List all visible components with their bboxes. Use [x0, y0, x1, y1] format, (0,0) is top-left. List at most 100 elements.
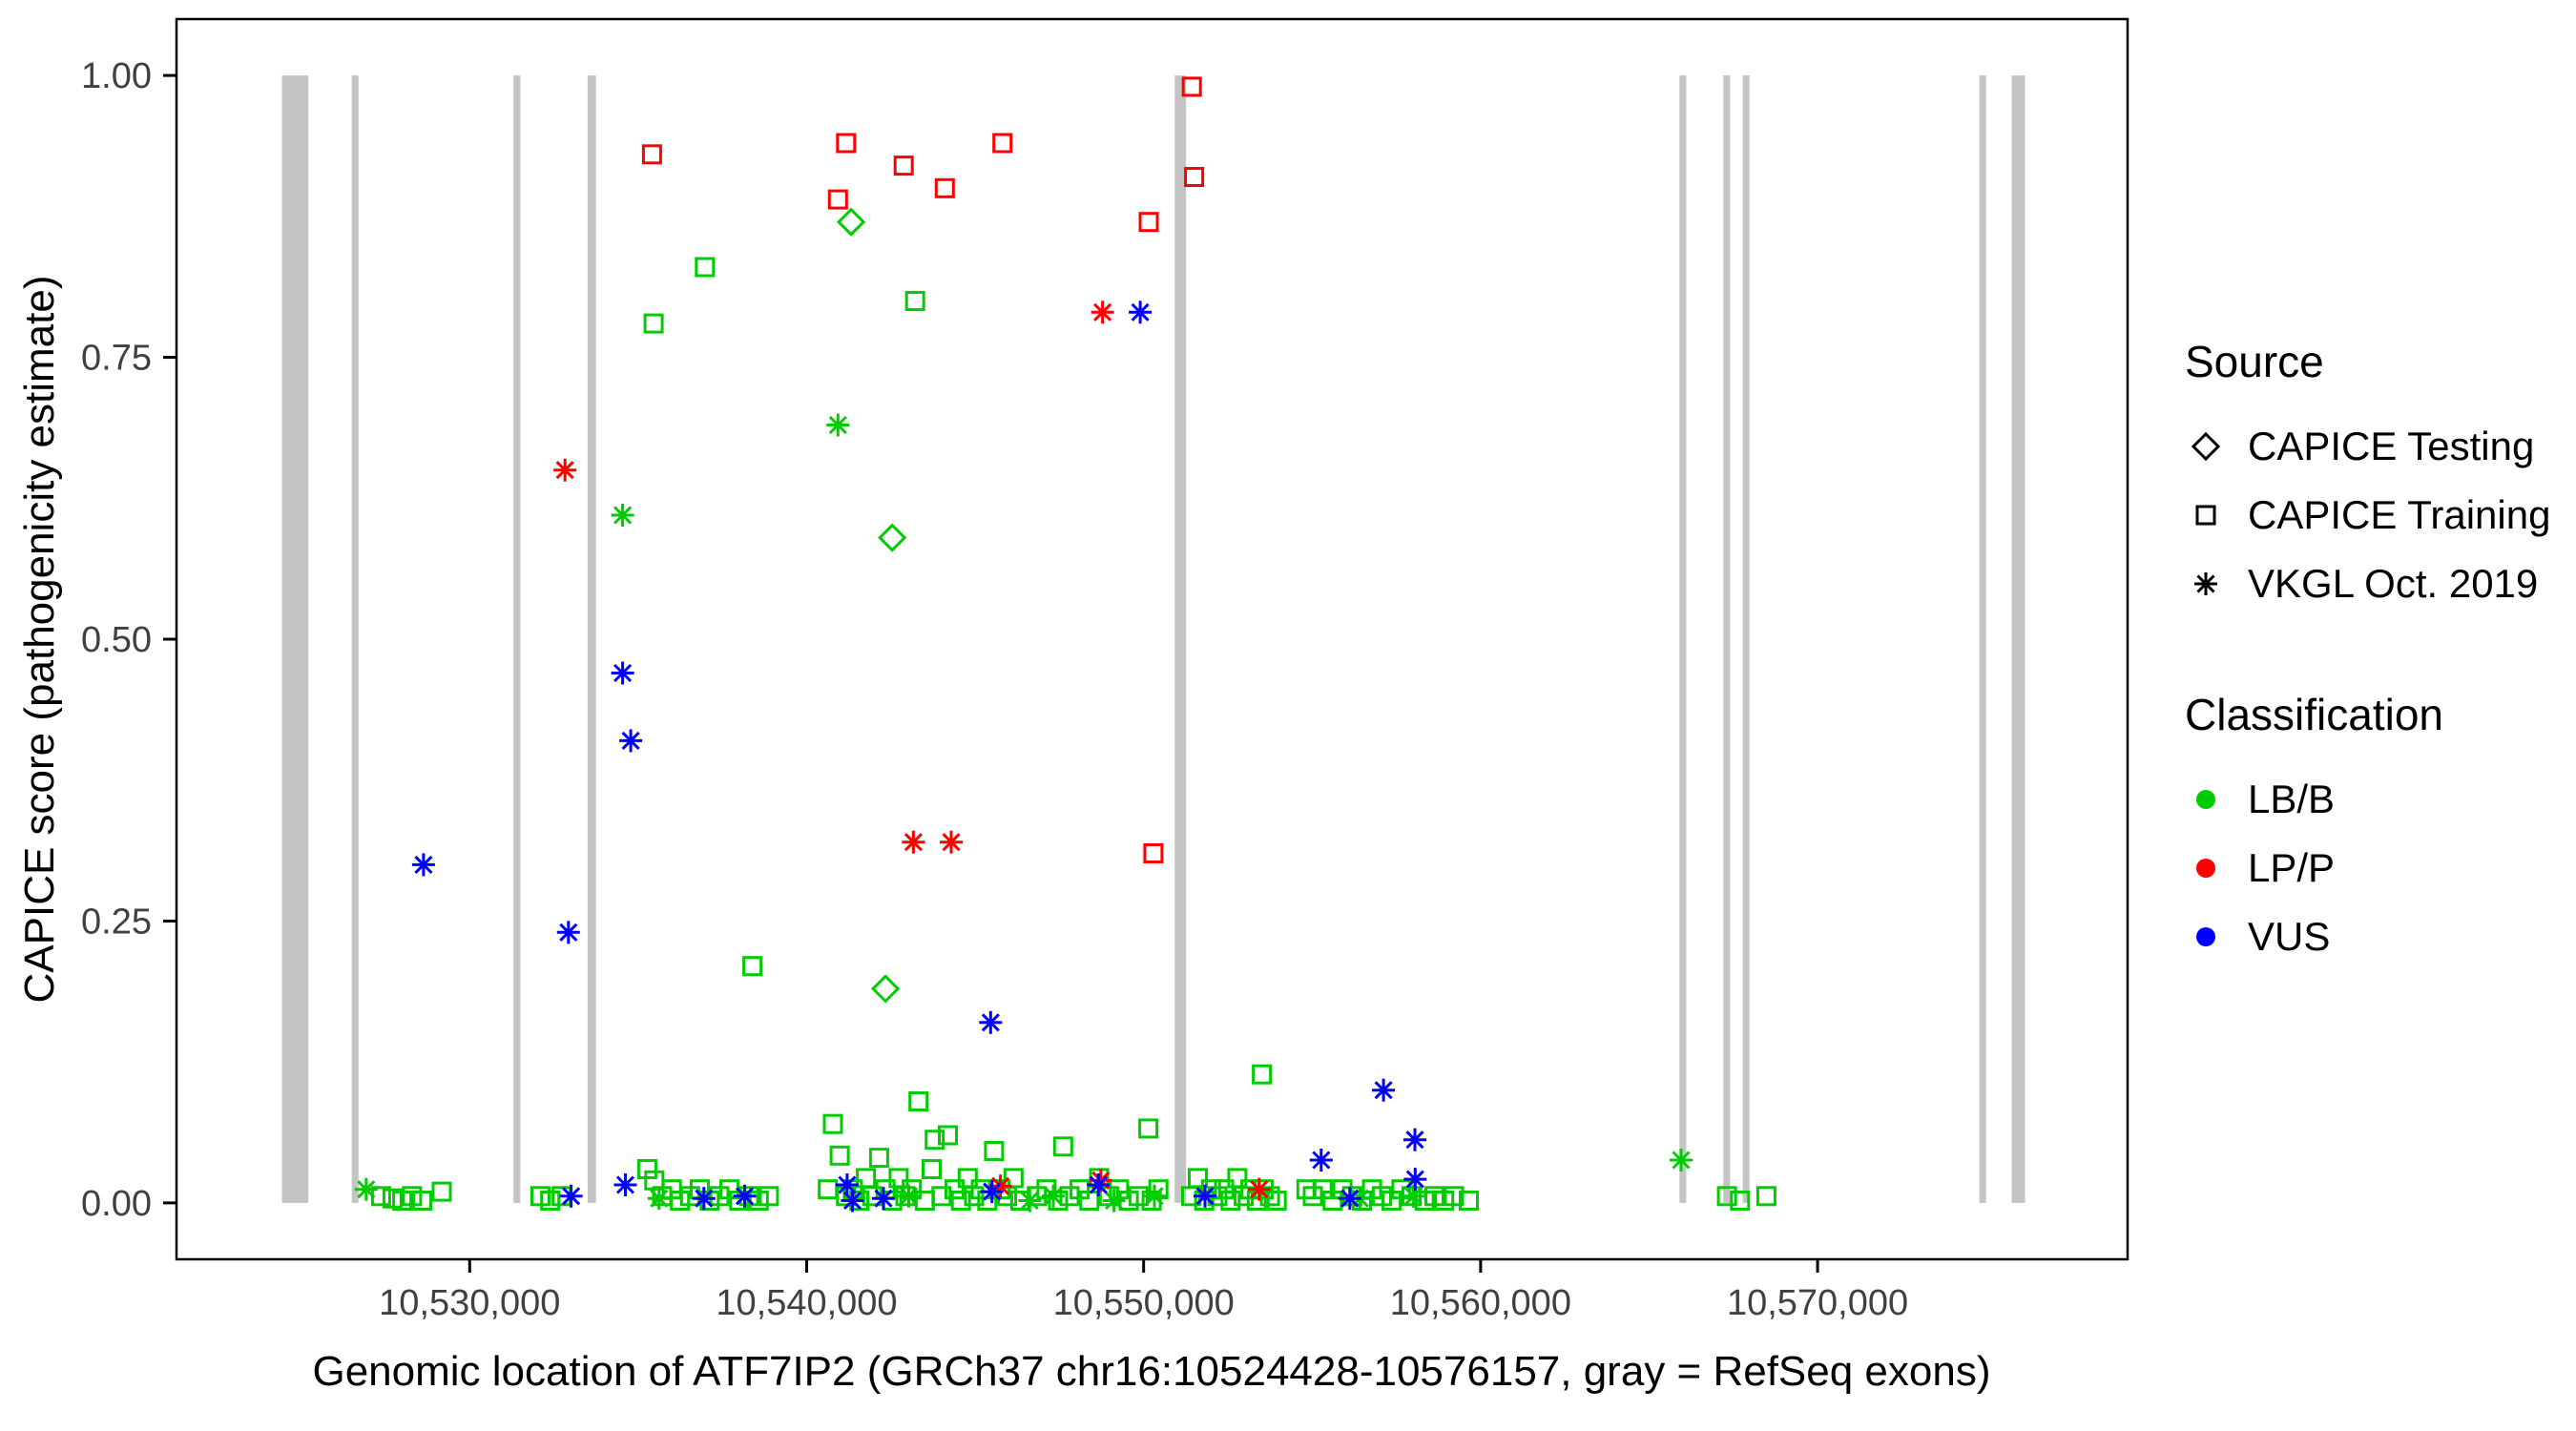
- asterisk-point: [1194, 1184, 1216, 1208]
- green-dot-icon: [2196, 790, 2215, 809]
- asterisk-point: [980, 1180, 1004, 1204]
- square-point: [922, 1159, 942, 1179]
- y-tick-label: 0.50: [81, 620, 152, 660]
- square-point: [1391, 1179, 1412, 1200]
- plot-panel-border: [175, 17, 2129, 1261]
- square-point: [934, 177, 955, 198]
- asterisk-point: [1309, 1149, 1333, 1172]
- diamond-point: [878, 523, 907, 552]
- square-point: [836, 133, 857, 154]
- data-points-layer: [354, 76, 1776, 1213]
- axes-layer: 10,530,000 10,540,000 10,550,000 10,560,000…: [81, 56, 1908, 1323]
- asterisk-point: [897, 1184, 921, 1208]
- square-point: [758, 1186, 779, 1207]
- square-point: [822, 1113, 843, 1134]
- square-point: [1138, 1118, 1159, 1139]
- legend-item-capice-training: CAPICE Training: [2185, 481, 2566, 550]
- square-point: [643, 313, 664, 334]
- square-point: [1252, 1064, 1273, 1085]
- asterisk-point: [1091, 301, 1114, 324]
- blue-dot-icon: [2196, 927, 2215, 946]
- square-point: [1266, 1191, 1287, 1211]
- asterisk-point: [1102, 1189, 1126, 1213]
- refseq-exon-bar: [2011, 75, 2025, 1203]
- asterisk-point: [411, 853, 435, 877]
- square-point: [868, 1148, 889, 1169]
- asterisk-point: [1403, 1128, 1426, 1151]
- square-point: [945, 1179, 965, 1200]
- x-axis-title: Genomic location of ATF7IP2 (GRCh37 chr1…: [312, 1348, 1990, 1395]
- refseq-exon-bar: [513, 75, 521, 1203]
- square-point: [856, 1168, 877, 1189]
- square-point: [1459, 1191, 1479, 1211]
- asterisk-point: [354, 1177, 378, 1201]
- asterisk-point: [1402, 1184, 1425, 1208]
- square-point: [1716, 1186, 1737, 1207]
- square-point: [1181, 76, 1202, 97]
- asterisk-point: [1338, 1187, 1361, 1211]
- x-tick-label: 10,570,000: [1727, 1283, 1908, 1323]
- legend-label: LB/B: [2248, 777, 2336, 821]
- square-point: [540, 1191, 561, 1211]
- square-point: [1730, 1191, 1751, 1211]
- refseq-exon-bar: [1174, 75, 1187, 1203]
- square-point: [908, 1091, 929, 1111]
- refseq-exons-layer: [281, 75, 2025, 1203]
- square-point: [1148, 1179, 1169, 1200]
- refseq-exon-bar: [1679, 75, 1687, 1203]
- asterisk-point: [1129, 301, 1153, 324]
- square-point: [742, 956, 763, 977]
- legend-label: LP/P: [2248, 845, 2336, 890]
- square-point: [695, 257, 716, 278]
- asterisk-point: [841, 1189, 864, 1213]
- square-point: [984, 1141, 1005, 1161]
- asterisk-point: [826, 413, 850, 437]
- square-point: [1200, 1179, 1221, 1200]
- y-axis-title: CAPICE score (pathogenicity estimate): [16, 276, 63, 1004]
- asterisk-point: [553, 458, 577, 482]
- asterisk-point: [692, 1187, 716, 1211]
- refseq-exon-bar: [1742, 75, 1750, 1203]
- square-point: [1184, 167, 1205, 187]
- refseq-exon-bar: [1723, 75, 1731, 1203]
- asterisk-point: [1143, 1184, 1166, 1208]
- asterisk-point: [1372, 1078, 1396, 1102]
- refseq-exon-bar: [587, 75, 596, 1203]
- square-icon: [2195, 505, 2216, 526]
- asterisk-point: [611, 661, 634, 685]
- legend-classification-title: Classification: [2185, 690, 2443, 739]
- diamond-point: [870, 974, 901, 1004]
- square-glyph: [2195, 505, 2216, 526]
- asterisk-point: [1247, 1177, 1271, 1201]
- square-point: [931, 1186, 952, 1207]
- square-point: [904, 291, 925, 311]
- square-point: [1188, 1168, 1208, 1189]
- asterisk-point: [647, 1187, 671, 1211]
- asterisk-point: [733, 1184, 757, 1208]
- square-point: [636, 1159, 657, 1179]
- y-tick-label: 0.75: [81, 339, 152, 379]
- asterisk-point: [835, 1173, 859, 1196]
- legend-label: CAPICE Testing: [2248, 424, 2535, 468]
- square-point: [641, 144, 662, 165]
- diamond-icon: [2191, 431, 2221, 462]
- asterisk-point: [613, 1173, 637, 1196]
- diamond-point: [836, 207, 866, 237]
- square-point: [964, 1186, 985, 1207]
- asterisk-point: [559, 1184, 583, 1208]
- square-point: [431, 1181, 452, 1202]
- red-dot-icon: [2196, 859, 2215, 878]
- square-point: [992, 133, 1013, 154]
- square-point: [1036, 1179, 1057, 1200]
- square-point: [950, 1191, 971, 1211]
- refseq-exon-bar: [351, 75, 359, 1203]
- square-point: [1755, 1186, 1776, 1207]
- legend-item-vkgl: VKGL Oct. 2019: [2185, 550, 2566, 618]
- square-point: [1296, 1179, 1317, 1200]
- asterisk-point: [902, 830, 925, 854]
- asterisk-point: [1087, 1173, 1111, 1196]
- square-point: [829, 1145, 850, 1166]
- legend-item-lpp: LP/P: [2185, 834, 2566, 902]
- square-point: [924, 1130, 945, 1151]
